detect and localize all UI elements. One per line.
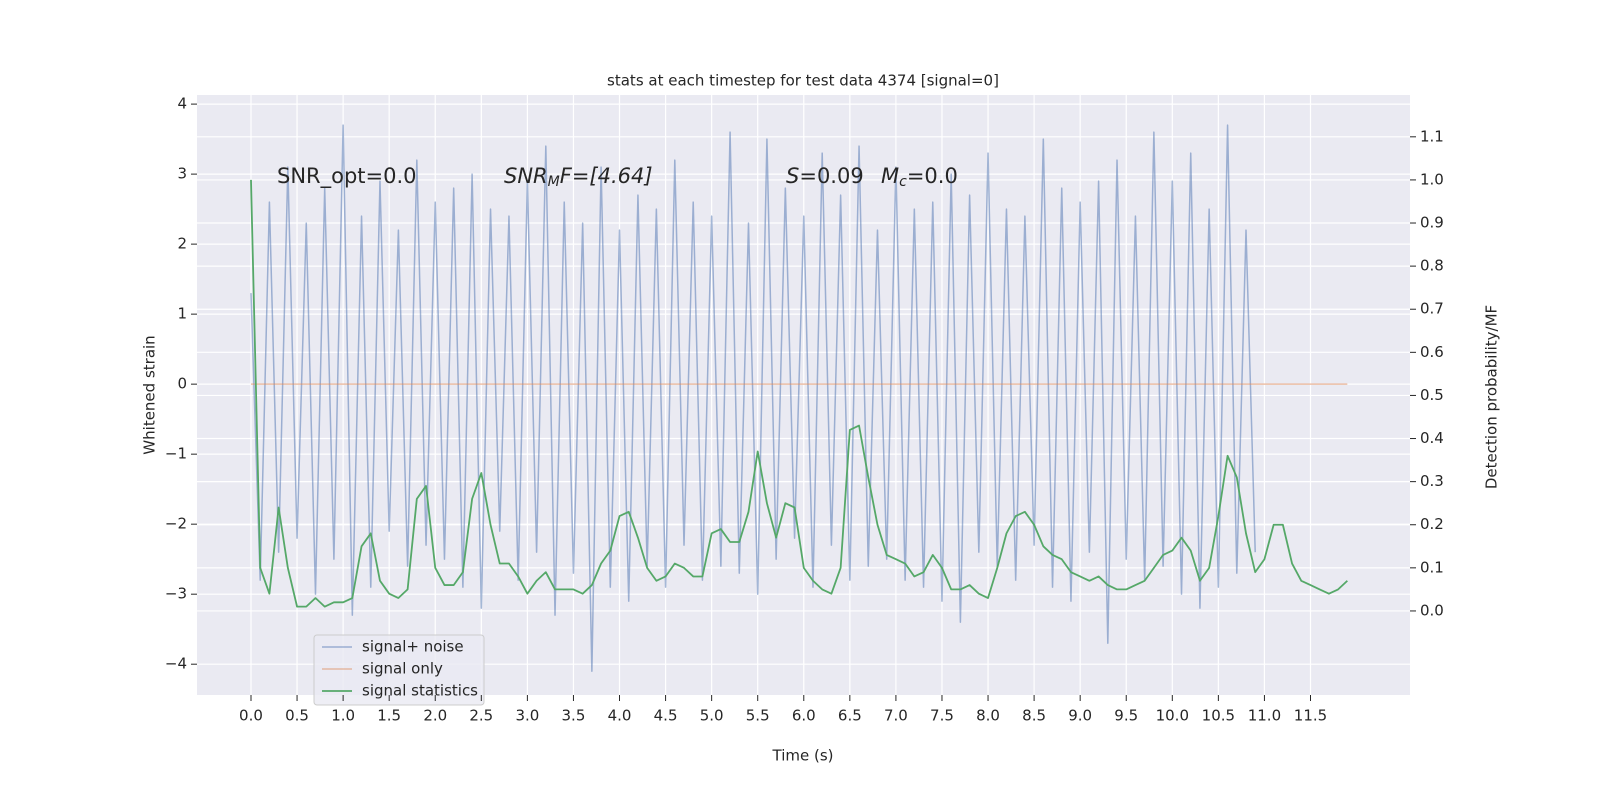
y-axis-label: Whitened strain: [141, 335, 159, 454]
annotation-sub: c: [899, 174, 907, 190]
y2-tick-label: 0.1: [1420, 558, 1444, 576]
x-tick-label: 7.0: [884, 707, 908, 725]
annotation-text: =0.09: [799, 164, 863, 188]
x-tick-label: 0.0: [239, 707, 263, 725]
x-tick-label: 4.5: [654, 707, 678, 725]
x-tick-label: 2.0: [423, 707, 447, 725]
legend-box: [313, 634, 485, 706]
x-tick-label: 4.0: [608, 707, 632, 725]
annotation-text: S: [786, 164, 799, 188]
y2-tick-label: 0.0: [1420, 601, 1444, 619]
x-tick-label: 3.0: [515, 707, 539, 725]
series-line: [250, 179, 1348, 608]
x-tick-label: 9.0: [1068, 707, 1092, 725]
annotation-text: SNR: [504, 164, 548, 188]
annotation: S=0.09: [786, 164, 864, 188]
legend-label: signal+ noise: [362, 638, 464, 656]
y2-tick-label: 0.3: [1420, 472, 1444, 490]
y-tick-label: 1: [177, 305, 187, 323]
annotation-sub: M: [548, 174, 560, 190]
y2-tick-label: 1.1: [1420, 127, 1444, 145]
y-tick-label: −4: [165, 655, 187, 673]
x-tick-label: 6.5: [838, 707, 862, 725]
x-tick-label: 6.0: [792, 707, 816, 725]
x-axis-label: Time (s): [772, 747, 834, 765]
legend-label: signal statistics: [362, 682, 478, 700]
y2-tick-label: 0.7: [1420, 300, 1444, 318]
x-tick-label: 7.5: [930, 707, 954, 725]
annotation-text: =0.0: [907, 164, 958, 188]
y-tick-label: −3: [165, 585, 187, 603]
y2-tick-label: 0.8: [1420, 257, 1444, 275]
x-tick-label: 9.5: [1114, 707, 1138, 725]
y-tick-label: −1: [165, 445, 187, 463]
y2-tick-label: 0.9: [1420, 214, 1444, 232]
x-tick-label: 1.5: [377, 707, 401, 725]
annotation: SNRMF=[4.64]: [504, 164, 653, 190]
annotation: Mc=0.0: [881, 164, 958, 190]
y-tick-label: 2: [177, 235, 187, 253]
y2-tick-label: 0.5: [1420, 386, 1444, 404]
chart-title: stats at each timestep for test data 437…: [607, 72, 999, 90]
y2-tick-label: 0.2: [1420, 515, 1444, 533]
x-tick-label: 11.0: [1248, 707, 1281, 725]
x-tick-label: 8.0: [976, 707, 1000, 725]
x-tick-label: 10.5: [1202, 707, 1235, 725]
y2-axis-label: Detection probability/MF: [1483, 305, 1501, 489]
lines: [250, 124, 1348, 672]
x-tick-label: 11.5: [1294, 707, 1327, 725]
x-tick-label: 8.5: [1022, 707, 1046, 725]
x-tick-label: 1.0: [331, 707, 355, 725]
annotation: SNR_opt=0.0: [277, 164, 417, 189]
series-line: [250, 124, 1256, 672]
x-tick-label: 2.5: [469, 707, 493, 725]
y2-tick-label: 1.0: [1420, 170, 1444, 188]
x-tick-label: 0.5: [285, 707, 309, 725]
annotation-text: F=[4.64]: [560, 164, 653, 188]
y2-tick-label: 0.4: [1420, 429, 1444, 447]
annotation-text: M: [881, 164, 899, 188]
x-tick-label: 5.5: [746, 707, 770, 725]
x-tick-label: 5.0: [700, 707, 724, 725]
x-tick-label: 3.5: [562, 707, 586, 725]
y-tick-label: −2: [165, 515, 187, 533]
y-tick-label: 4: [177, 95, 187, 113]
legend: signal+ noise signal only signal statistic…: [313, 634, 485, 706]
y-tick-label: 3: [177, 165, 187, 183]
y2-tick-label: 0.6: [1420, 343, 1444, 361]
y-tick-label: 0: [177, 375, 187, 393]
x-tick-label: 10.0: [1156, 707, 1189, 725]
legend-label: signal only: [362, 660, 443, 678]
annotation-text: SNR_opt=0.0: [277, 164, 417, 189]
